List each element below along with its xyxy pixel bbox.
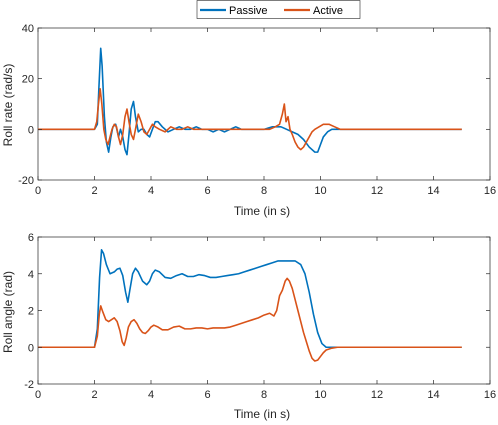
x-tick-label: 16 bbox=[484, 185, 496, 197]
x-tick-label: 10 bbox=[314, 185, 326, 197]
y-axis-label: Roll rate (rad/s) bbox=[1, 64, 15, 147]
y-tick-label: 4 bbox=[28, 269, 34, 281]
plot-area bbox=[37, 236, 491, 385]
x-tick-label: 8 bbox=[261, 389, 267, 401]
x-tick-label: 4 bbox=[148, 389, 154, 401]
y-tick-label: 20 bbox=[22, 74, 34, 86]
x-tick-label: 2 bbox=[91, 389, 97, 401]
x-tick-label: 0 bbox=[35, 389, 41, 401]
x-tick-label: 0 bbox=[35, 185, 41, 197]
legend-label-passive: Passive bbox=[229, 5, 268, 17]
x-tick-label: 2 bbox=[91, 185, 97, 197]
legend: Passive Active bbox=[196, 0, 361, 19]
y-tick-label: -20 bbox=[18, 175, 34, 187]
x-tick-label: 6 bbox=[204, 389, 210, 401]
x-tick-label: 12 bbox=[371, 389, 383, 401]
series-line-active bbox=[38, 277, 462, 362]
x-tick-label: 14 bbox=[427, 389, 439, 401]
x-tick-label: 4 bbox=[148, 185, 154, 197]
y-tick-label: 6 bbox=[28, 232, 34, 244]
series-line-passive bbox=[38, 249, 462, 349]
y-tick-label: 0 bbox=[28, 342, 34, 354]
y-axis-label: Roll angle (rad) bbox=[1, 271, 15, 353]
x-axis-label: Time (in s) bbox=[234, 407, 290, 421]
x-tick-label: 6 bbox=[204, 185, 210, 197]
y-tick-label: 2 bbox=[28, 306, 34, 318]
y-tick-label: 0 bbox=[28, 124, 34, 136]
x-tick-label: 12 bbox=[371, 185, 383, 197]
x-tick-label: 8 bbox=[261, 185, 267, 197]
roll-angle-plot: Time (in s) Roll angle (rad) 0 2 4 6 8 10 12 14… bbox=[1, 232, 496, 421]
series-line-active bbox=[38, 88, 462, 151]
y-tick-label: -2 bbox=[24, 379, 34, 391]
legend-label-active: Active bbox=[313, 5, 343, 17]
y-tick-label: 40 bbox=[22, 23, 34, 35]
x-tick-label: 14 bbox=[427, 185, 439, 197]
x-tick-label: 10 bbox=[314, 389, 326, 401]
x-axis-label: Time (in s) bbox=[234, 204, 290, 218]
plot-area bbox=[37, 27, 491, 181]
roll-rate-plot: Time (in s) Roll rate (rad/s) 0 2 4 6 8 10 12 1… bbox=[1, 23, 496, 218]
legend-box bbox=[196, 0, 361, 19]
x-tick-label: 16 bbox=[484, 389, 496, 401]
